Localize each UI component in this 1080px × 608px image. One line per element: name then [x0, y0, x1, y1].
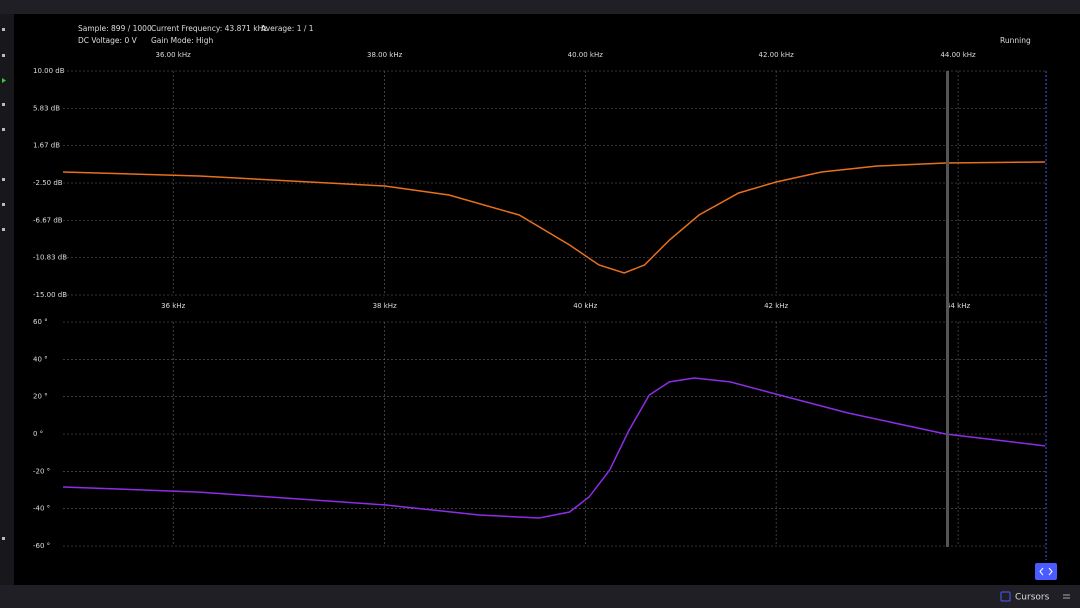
cursors-label: Cursors: [1015, 593, 1050, 603]
y-tick-label: -60 °: [33, 542, 50, 550]
x-tick-label: 42 kHz: [764, 302, 788, 310]
y-tick-label: 10.00 dB: [33, 67, 65, 75]
y-tick-label: -6.67 dB: [33, 216, 63, 224]
y-tick-label: 40 °: [33, 355, 48, 363]
bottom-bar: [0, 585, 1080, 608]
y-tick-label: -20 °: [33, 467, 50, 475]
x-tick-label: 42.00 kHz: [759, 51, 795, 59]
y-tick-label: 0 °: [33, 430, 43, 438]
cursor-button[interactable]: [1035, 563, 1057, 580]
y-tick-label: 20 °: [33, 393, 48, 401]
x-tick-label: 38 kHz: [373, 302, 397, 310]
x-tick-label: 40.00 kHz: [568, 51, 604, 59]
y-tick-label: 5.83 dB: [33, 104, 60, 112]
average: Average: 1 / 1: [261, 24, 314, 33]
y-tick-label: -15.00 dB: [33, 291, 67, 299]
sidebar-icons: [2, 28, 6, 540]
y-tick-label: -40 °: [33, 505, 50, 513]
cursor-icon: [1039, 567, 1053, 576]
data-line: [62, 161, 1046, 274]
marker-bar: [946, 71, 949, 547]
current-frequency: Current Frequency: 43.871 kHz: [151, 24, 267, 33]
y-tick-label: 1.67 dB: [33, 142, 60, 150]
y-tick-label: -2.50 dB: [33, 179, 63, 187]
run-state: Running: [1000, 36, 1031, 45]
cursors-checkbox[interactable]: [1000, 591, 1011, 602]
x-tick-label: 44.00 kHz: [940, 51, 976, 59]
sample: Sample: 899 / 1000: [78, 24, 152, 33]
sidebar: [0, 14, 14, 585]
data-line: [62, 377, 1046, 519]
x-tick-label: 44 kHz: [946, 302, 970, 310]
top-bar: [0, 0, 1080, 14]
y-tick-label: -10.83 dB: [33, 254, 67, 262]
x-tick-label: 36 kHz: [161, 302, 185, 310]
gain-mode: Gain Mode: High: [151, 36, 213, 45]
x-tick-label: 40 kHz: [573, 302, 597, 310]
dc-voltage: DC Voltage: 0 V: [78, 36, 138, 45]
x-tick-label: 36.00 kHz: [156, 51, 192, 59]
menu-icon[interactable]: [1063, 594, 1070, 599]
y-tick-label: 60 °: [33, 318, 48, 326]
x-tick-label: 38.00 kHz: [367, 51, 403, 59]
